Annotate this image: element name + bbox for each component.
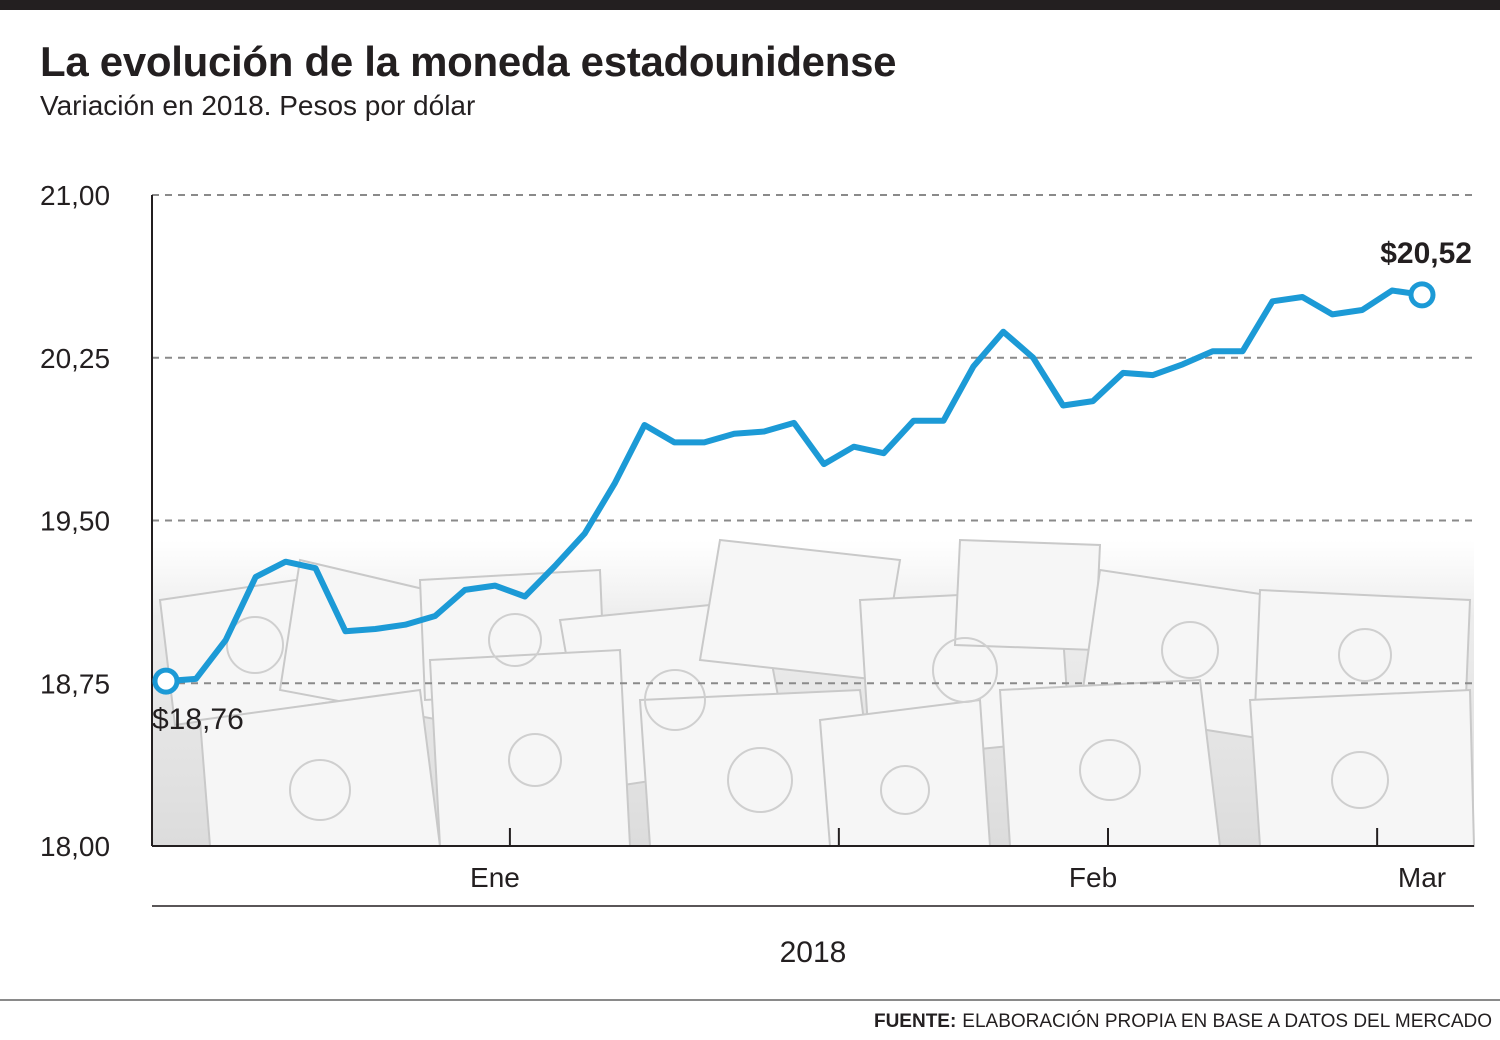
- y-tick-label: 18,00: [40, 831, 110, 862]
- y-tick-label: 21,00: [40, 180, 110, 211]
- x-tick-label: Ene: [470, 862, 520, 893]
- footer-rule: [0, 999, 1500, 1001]
- y-tick-label: 19,50: [40, 506, 110, 537]
- x-axis-ticks: Ene Feb Mar: [470, 828, 1446, 893]
- line-chart: 21,00 20,25 19,50 18,75 18,00 Ene Feb Mar 2018…: [40, 180, 1476, 969]
- source-text: ELABORACIÓN PROPIA EN BASE A DATOS DEL M…: [962, 1011, 1492, 1032]
- series-line: [163, 287, 1425, 685]
- series-group: [163, 287, 1425, 685]
- chart-subtitle: Variación en 2018. Pesos por dólar: [40, 90, 476, 121]
- x-axis-title: 2018: [780, 936, 847, 969]
- top-rule: [0, 0, 1500, 10]
- x-tick-label: Feb: [1069, 862, 1117, 893]
- chart-title: La evolución de la moneda estadounidense: [40, 38, 897, 85]
- start-value-label: $18,76: [152, 703, 244, 736]
- y-axis-tick-labels: 21,00 20,25 19,50 18,75 18,00: [40, 180, 110, 862]
- y-tick-label: 20,25: [40, 343, 110, 374]
- y-tick-label: 18,75: [40, 668, 110, 699]
- endpoint-marker: [1408, 281, 1436, 309]
- banknotes-background: [152, 538, 1476, 847]
- axes: [151, 195, 1474, 847]
- annotations: $18,76 $20,52: [152, 237, 1472, 736]
- source-note: FUENTE: ELABORACIÓN PROPIA EN BASE A DATO…: [874, 1010, 1492, 1034]
- end-value-label: $20,52: [1380, 237, 1472, 270]
- endpoint-marker: [152, 667, 180, 695]
- source-label: FUENTE:: [873, 1011, 957, 1032]
- x-tick-label: Mar: [1398, 862, 1446, 893]
